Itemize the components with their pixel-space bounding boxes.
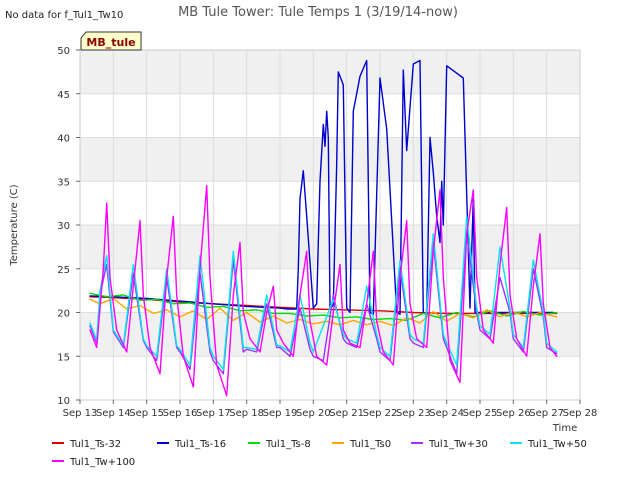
legend: Tul1_Ts-32 Tul1_Ts-16 Tul1_Ts-8 Tul1_Ts0 Tul… [52, 439, 587, 468]
legend-entry: Tul1_Ts-32 [69, 439, 121, 450]
y-tick-label: 10 [57, 396, 70, 407]
plot-band [80, 137, 580, 182]
series-layer [89, 59, 558, 397]
badge-label: MB_tule [86, 36, 135, 49]
x-tick-label: Sep 24 [429, 408, 464, 419]
y-axis: 10 15 20 25 30 35 40 45 50 [57, 46, 80, 407]
x-tick-label: Sep 25 [463, 408, 498, 419]
legend-entry: Tul1_Tw+30 [428, 439, 488, 450]
station-badge: MB_tule [80, 31, 142, 51]
legend-entry: Tul1_Tw+100 [69, 457, 135, 468]
x-tick-label: Sep 15 [129, 408, 164, 419]
y-tick-label: 25 [57, 265, 70, 276]
x-tick-label: Sep 14 [96, 408, 131, 419]
series-line-tul1-tw-50 [89, 215, 558, 371]
x-tick-label: Sep 23 [396, 408, 431, 419]
legend-entry: Tul1_Ts0 [349, 439, 391, 450]
plot-band [80, 93, 580, 138]
plot-band [80, 356, 580, 400]
x-tick-label: Sep 20 [296, 408, 331, 419]
x-tick-label: Sep 22 [363, 408, 398, 419]
x-tick-label: Sep 19 [263, 408, 298, 419]
y-tick-label: 40 [57, 134, 70, 145]
x-tick-label: Sep 27 [529, 408, 564, 419]
chart-title: MB Tule Tower: Tule Temps 1 (3/19/14-now… [178, 5, 458, 20]
plot-band [80, 181, 580, 225]
legend-entry: Tul1_Ts-16 [174, 439, 226, 450]
plot-band [80, 50, 580, 94]
x-tick-label: Sep 18 [229, 408, 264, 419]
y-tick-label: 45 [57, 90, 70, 101]
series-line-tul1-tw-100 [89, 184, 558, 397]
no-data-note: No data for f_Tul1_Tw10 [5, 10, 123, 21]
x-tick-label: Sep 13 [63, 408, 98, 419]
x-tick-label: Sep 21 [329, 408, 364, 419]
badge-shape [80, 31, 142, 51]
y-tick-label: 35 [57, 177, 70, 188]
y-tick-label: 50 [57, 46, 70, 57]
legend-entry: Tul1_Ts-8 [265, 439, 311, 450]
y-tick-label: 30 [57, 221, 70, 232]
legend-entry: Tul1_Tw+50 [527, 439, 587, 450]
y-tick-label: 15 [57, 352, 70, 363]
x-axis-label: Time [552, 423, 577, 434]
x-tick-label: Sep 16 [163, 408, 198, 419]
x-tick-label: Sep 26 [496, 408, 531, 419]
x-tick-label: Sep 17 [196, 408, 231, 419]
y-tick-label: 20 [57, 309, 70, 320]
x-tick-label: Sep 28 [563, 408, 598, 419]
y-axis-label: Temperature (C) [9, 184, 20, 266]
